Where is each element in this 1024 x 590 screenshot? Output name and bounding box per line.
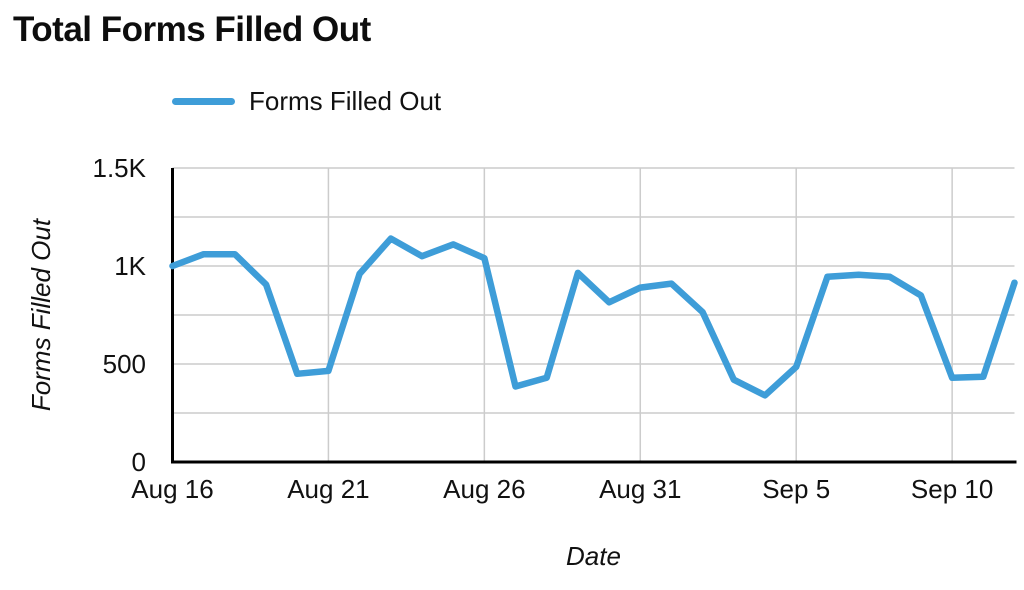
x-tick-label: Sep 10 <box>910 474 994 504</box>
y-tick-label: 1.5K <box>92 153 147 183</box>
y-tick-label: 1K <box>114 251 146 281</box>
x-tick-label: Aug 26 <box>443 474 526 504</box>
legend-series-label: Forms Filled Out <box>249 85 442 116</box>
forms-filled-out-series-line[interactable] <box>169 235 1018 399</box>
y-tick-label: 500 <box>102 349 146 379</box>
x-tick-label: Aug 16 <box>131 474 214 504</box>
chart-title: Total Forms Filled Out <box>13 10 371 49</box>
legend[interactable]: Forms Filled Out <box>172 86 441 116</box>
x-tick-label: Sep 5 <box>762 474 831 504</box>
y-tick-label: 0 <box>131 447 146 477</box>
x-axis-title: Date <box>566 541 621 571</box>
legend-line-swatch <box>172 97 235 105</box>
x-tick-label: Aug 31 <box>599 474 682 504</box>
x-tick-label: Aug 21 <box>287 474 370 504</box>
y-axis-title: Forms Filled Out <box>26 218 56 412</box>
